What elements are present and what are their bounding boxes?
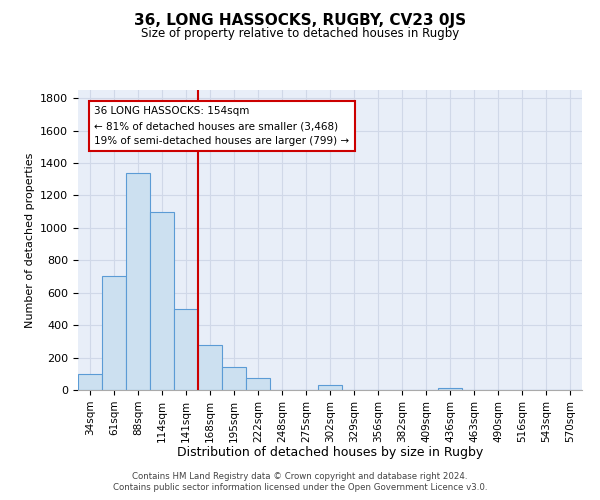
Bar [102, 276, 126, 390]
Bar [222, 368, 246, 390]
Bar [318, 385, 342, 390]
Bar [126, 172, 150, 390]
Text: 36, LONG HASSOCKS, RUGBY, CV23 0JS: 36, LONG HASSOCKS, RUGBY, CV23 0JS [134, 12, 466, 28]
Bar [438, 388, 462, 390]
Text: 36 LONG HASSOCKS: 154sqm
← 81% of detached houses are smaller (3,468)
19% of sem: 36 LONG HASSOCKS: 154sqm ← 81% of detach… [94, 106, 349, 146]
Bar [174, 309, 198, 390]
Bar [246, 378, 270, 390]
Text: Contains public sector information licensed under the Open Government Licence v3: Contains public sector information licen… [113, 483, 487, 492]
Text: Contains HM Land Registry data © Crown copyright and database right 2024.: Contains HM Land Registry data © Crown c… [132, 472, 468, 481]
Bar [198, 344, 222, 390]
Y-axis label: Number of detached properties: Number of detached properties [25, 152, 35, 328]
Text: Distribution of detached houses by size in Rugby: Distribution of detached houses by size … [177, 446, 483, 459]
Bar [78, 374, 102, 390]
Bar [150, 212, 174, 390]
Text: Size of property relative to detached houses in Rugby: Size of property relative to detached ho… [141, 28, 459, 40]
